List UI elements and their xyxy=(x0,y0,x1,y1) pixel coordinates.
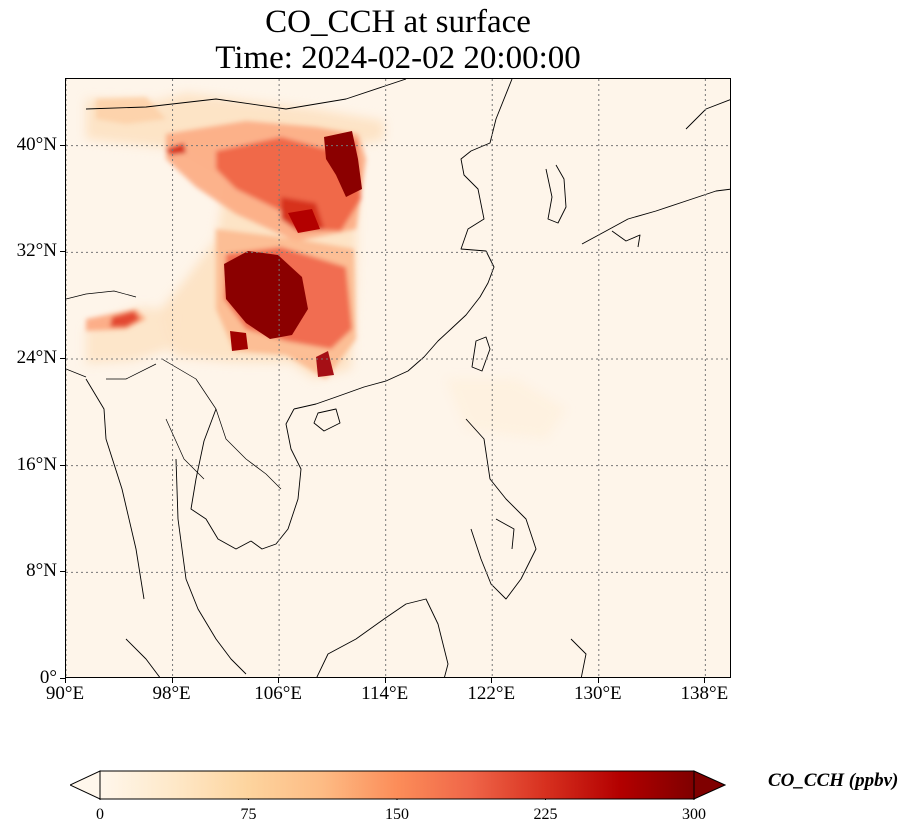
lat-tick-mark xyxy=(60,251,65,253)
lat-tick-label: 32°N xyxy=(16,240,57,262)
lon-tick-mark xyxy=(597,678,599,683)
lon-tick-label: 90°E xyxy=(45,683,85,704)
colorbar[interactable] xyxy=(70,770,726,800)
lat-tick-mark xyxy=(60,571,65,573)
lon-tick-mark xyxy=(65,678,66,683)
gridlines xyxy=(66,79,730,677)
lat-tick-mark xyxy=(60,144,65,146)
lon-tick-mark xyxy=(491,678,493,683)
lat-tick-mark xyxy=(60,464,65,466)
lat-tick-mark xyxy=(60,358,65,359)
colorbar-extend-min xyxy=(70,770,101,800)
lon-tick-label: 98°E xyxy=(152,683,191,704)
map-subtitle: Time: 2024-02-02 20:00:00 xyxy=(215,40,581,76)
colorbar-title: CO_CCH (ppbv) xyxy=(768,770,899,791)
map-plot-area[interactable] xyxy=(65,78,731,678)
lat-tick-label: 0° xyxy=(39,667,57,688)
lon-tick-label: 138°E xyxy=(680,683,729,704)
lon-tick-label: 114°E xyxy=(361,683,409,704)
colorbar-tick-label: 0 xyxy=(96,806,104,823)
lon-tick-label: 122°E xyxy=(467,683,516,704)
map-title: CO_CCH at surface xyxy=(265,4,531,40)
lon-tick-mark xyxy=(704,678,706,683)
colorbar-tick-label: 150 xyxy=(385,806,409,823)
lat-tick-label: 8°N xyxy=(26,560,57,582)
lon-tick-mark xyxy=(278,678,280,683)
colorbar-scale xyxy=(99,770,695,800)
colorbar-tick-label: 75 xyxy=(240,806,257,823)
lat-tick-label: 24°N xyxy=(16,347,57,368)
lon-tick-label: 106°E xyxy=(254,683,302,704)
coastlines xyxy=(66,79,730,677)
lat-tick-label: 16°N xyxy=(16,453,57,475)
lon-tick-mark xyxy=(171,678,173,683)
co-hotspot-north xyxy=(324,131,362,197)
colorbar-extend-max xyxy=(693,770,726,800)
lon-tick-label: 130°E xyxy=(573,683,622,704)
lat-tick-mark xyxy=(60,678,65,679)
colorbar-tick-label: 225 xyxy=(533,806,558,823)
lat-tick-label: 40°N xyxy=(16,133,57,155)
co-concentration-field xyxy=(86,93,566,439)
colorbar-tick-label: 300 xyxy=(682,806,706,823)
co-hotspot-sichuan xyxy=(224,251,308,339)
lon-tick-mark xyxy=(384,678,386,683)
